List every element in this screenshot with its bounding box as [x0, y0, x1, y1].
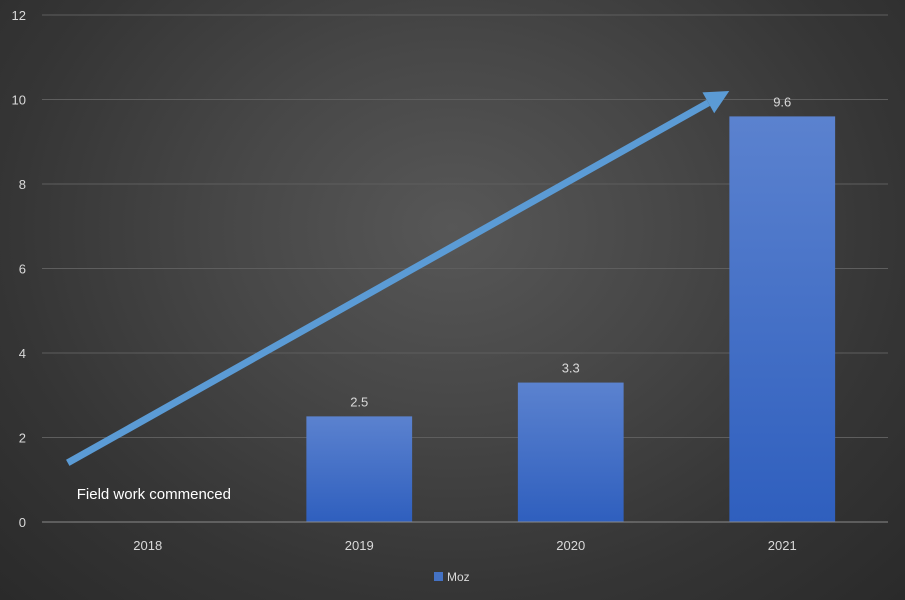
y-tick-label: 2 — [19, 431, 26, 446]
legend-swatch — [434, 572, 443, 581]
annotations: Field work commenced — [77, 486, 231, 503]
bar — [306, 416, 413, 522]
legend: Moz — [434, 570, 470, 584]
x-tick-label: 2021 — [768, 538, 797, 553]
x-tick-label: 2020 — [556, 538, 585, 553]
data-label: 9.6 — [773, 94, 791, 109]
data-label: 3.3 — [562, 361, 580, 376]
data-label: 2.5 — [350, 394, 368, 409]
y-tick-label: 0 — [19, 515, 26, 530]
annotation-text: Field work commenced — [77, 486, 231, 503]
x-tick-label: 2018 — [133, 538, 162, 553]
y-tick-label: 4 — [19, 346, 26, 361]
trend-arrow-head — [702, 91, 730, 114]
y-tick-label: 12 — [12, 8, 26, 23]
data-labels: 2.5 3.3 9.6 — [350, 94, 791, 409]
x-axis-tick-labels: 2018 2019 2020 2021 — [133, 538, 796, 553]
trend-arrow — [66, 91, 730, 466]
bars — [306, 116, 836, 523]
bar — [517, 382, 624, 522]
y-axis-tick-labels: 0 2 4 6 8 10 12 — [12, 8, 26, 530]
y-tick-label: 8 — [19, 177, 26, 192]
bar — [729, 116, 836, 523]
y-tick-label: 6 — [19, 262, 26, 277]
y-tick-label: 10 — [12, 93, 26, 108]
x-tick-label: 2019 — [345, 538, 374, 553]
legend-label: Moz — [447, 570, 470, 584]
trend-arrow-shaft — [66, 99, 711, 466]
